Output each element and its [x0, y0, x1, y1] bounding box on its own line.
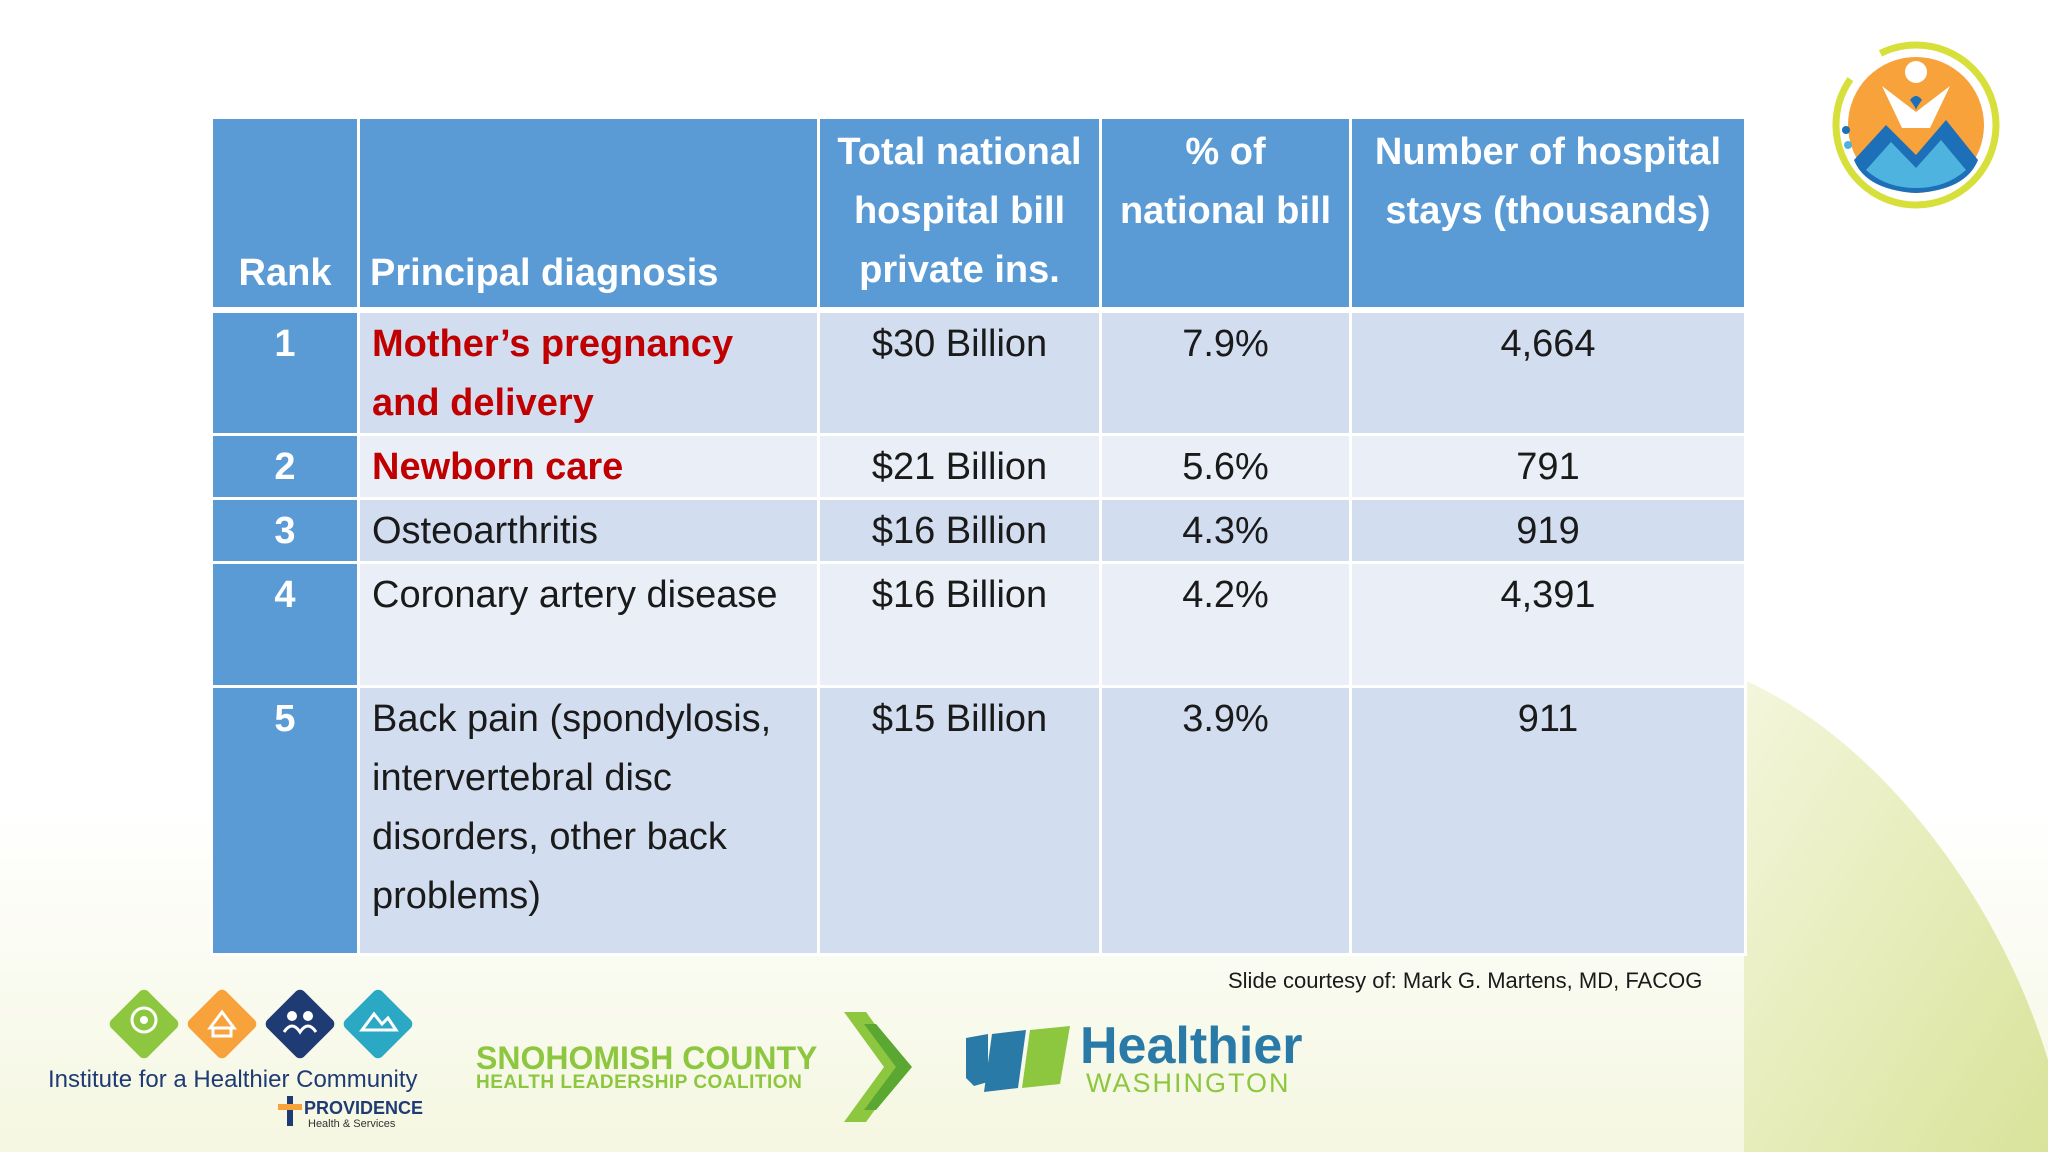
table-header-row: Rank Principal diagnosis Total national …	[210, 116, 1747, 313]
header-total-bill-line2: hospital bill	[853, 190, 1066, 232]
diagnosis-cell: Newborn care	[357, 433, 820, 500]
diagnosis-line: and delivery	[372, 382, 594, 424]
rank-cell: 2	[210, 433, 360, 500]
rank-cell: 3	[210, 497, 360, 564]
header-total-bill-line3: private ins.	[859, 249, 1060, 291]
table-row: 1 Mother’s pregnancy and delivery $30 Bi…	[210, 308, 1747, 436]
rank-cell: 5	[210, 685, 360, 956]
stays-cell: 791	[1349, 433, 1747, 500]
providence-subtitle: Health & Services	[308, 1118, 396, 1130]
percent-cell: 4.2%	[1099, 561, 1352, 688]
diagnosis-line: Back pain (spondylosis,	[372, 698, 772, 740]
percent-cell: 7.9%	[1099, 308, 1352, 436]
diagnosis-cell: Osteoarthritis	[357, 497, 820, 564]
table-row: 4 Coronary artery disease $16 Billion 4.…	[210, 561, 1747, 688]
diagnosis-cell: Coronary artery disease	[357, 561, 820, 688]
header-hospital-stays-line2: stays (thousands)	[1385, 190, 1711, 232]
slide-credit: Slide courtesy of: Mark G. Martens, MD, …	[1228, 968, 1703, 993]
snoco-title: SNOHOMISH COUNTY	[476, 1040, 818, 1076]
rank-cell: 1	[210, 308, 360, 436]
bill-cell: $16 Billion	[817, 497, 1102, 564]
diagnosis-line: Mother’s pregnancy	[372, 323, 734, 365]
bill-cell: $15 Billion	[817, 685, 1102, 956]
diagnosis-cell: Back pain (spondylosis, intervertebral d…	[357, 685, 820, 956]
healthier-washington-mark-icon	[966, 1026, 1070, 1092]
providence-cross-icon	[278, 1096, 302, 1126]
diagnosis-line: disorders, other back	[372, 816, 727, 858]
providence-name: PROVIDENCE	[304, 1098, 424, 1118]
stays-cell: 911	[1349, 685, 1747, 956]
header-hospital-stays: Number of hospital stays (thousands)	[1349, 116, 1747, 313]
community-logo-icon	[1832, 41, 2000, 209]
table-row: 5 Back pain (spondylosis, intervertebral…	[210, 685, 1747, 956]
ihc-badges-logo-icon	[109, 989, 413, 1059]
table-row: 3 Osteoarthritis $16 Billion 4.3% 919	[210, 497, 1747, 564]
rank-cell: 4	[210, 561, 360, 688]
header-total-bill-line1: Total national	[837, 131, 1082, 173]
stays-cell: 919	[1349, 497, 1747, 564]
percent-cell: 3.9%	[1099, 685, 1352, 956]
healthier-title: Healthier	[1080, 1017, 1303, 1075]
percent-cell: 5.6%	[1099, 433, 1352, 500]
header-percent-bill-line1: % of	[1185, 131, 1266, 173]
snoco-subtitle: HEALTH LEADERSHIP COALITION	[476, 1072, 803, 1093]
washington-subtitle: WASHINGTON	[1086, 1068, 1291, 1098]
diagnosis-line: problems)	[372, 875, 541, 917]
diagnosis-cost-table-wrapper: Rank Principal diagnosis Total national …	[210, 116, 1747, 956]
header-hospital-stays-line1: Number of hospital	[1374, 131, 1722, 173]
percent-cell: 4.3%	[1099, 497, 1352, 564]
table-row: 2 Newborn care $21 Billion 5.6% 791	[210, 433, 1747, 500]
diagnosis-cost-table: Rank Principal diagnosis Total national …	[210, 116, 1747, 956]
bill-cell: $21 Billion	[817, 433, 1102, 500]
stays-cell: 4,391	[1349, 561, 1747, 688]
chevron-right-icon	[844, 1012, 912, 1122]
header-principal-diagnosis: Principal diagnosis	[357, 116, 820, 313]
bill-cell: $30 Billion	[817, 308, 1102, 436]
stays-cell: 4,664	[1349, 308, 1747, 436]
header-total-bill: Total national hospital bill private ins…	[817, 116, 1102, 313]
ihc-name: Institute for a Healthier Community	[48, 1066, 418, 1093]
diagnosis-line: intervertebral disc	[372, 757, 672, 799]
header-percent-bill-line2: national bill	[1119, 190, 1332, 232]
diagnosis-cell: Mother’s pregnancy and delivery	[357, 308, 820, 436]
header-percent-bill: % of national bill	[1099, 116, 1352, 313]
bill-cell: $16 Billion	[817, 561, 1102, 688]
header-rank: Rank	[210, 116, 360, 313]
